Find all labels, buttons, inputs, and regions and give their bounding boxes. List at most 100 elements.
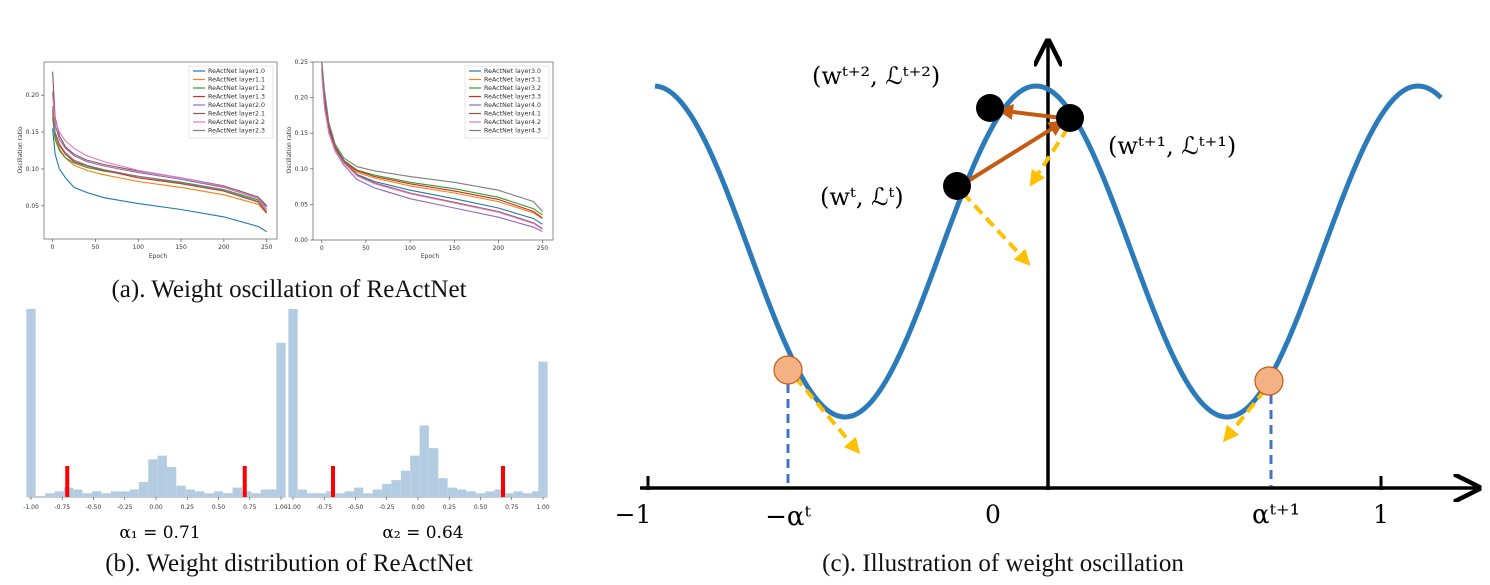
y-tick-label: 0.10 (295, 166, 309, 173)
oscillation-chart-left: 0 50 100 150 200 250 0.05 0.10 0.15 0.20 Epoch Os… (17, 61, 278, 260)
histogram-bar (204, 493, 214, 497)
step-arrow-t-to-t1 (966, 120, 1065, 183)
legend-label: ReActNet layer3.0 (484, 68, 541, 75)
histogram-bar (538, 361, 548, 497)
histogram-bar (532, 491, 542, 497)
legend-label: ReActNet layer4.1 (484, 111, 541, 118)
x-tick-label: 50 (92, 244, 100, 251)
histogram-bar (157, 455, 167, 497)
histogram-bar (503, 493, 514, 497)
histogram-bar (110, 491, 121, 497)
histogram-bar (447, 487, 458, 497)
series-line-4 (52, 91, 268, 208)
histogram-bar (176, 485, 186, 497)
histogram-bar (45, 493, 55, 497)
histogram-bar (485, 491, 495, 497)
histogram-bar (466, 491, 476, 497)
histogram-bar (288, 309, 298, 497)
histogram-bar (494, 489, 504, 497)
alpha1-label: α₁ = 0.71 (119, 523, 200, 543)
x-tick-label: 0.75 (243, 504, 257, 511)
x-tick-label: 0.00 (149, 504, 163, 511)
oscillation-chart-right: 0 50 100 150 200 2500.000.050.100.150.200.25 … (286, 59, 554, 260)
histogram-bar (101, 493, 111, 497)
threshold-marker (331, 466, 335, 497)
axis-ticks: 0 50 100 150 200 250 0.00 0.05 0.10 0.15 0.20 0.25 (295, 59, 549, 252)
legend-label: ReActNet layer3.3 (484, 94, 541, 101)
y-tick-label: 0.20 (295, 95, 309, 102)
x-tick-label: 100 (404, 245, 416, 252)
label-wt2: (wᵗ⁺², ℒᵗ⁺²) (812, 62, 940, 90)
histogram-bar (428, 448, 439, 497)
series-line-6 (321, 76, 543, 230)
series-line-0 (52, 128, 267, 233)
histogram-bar (344, 491, 354, 497)
axis-ticks: -1.00 -0.75 -0.50 -0.25 0.00 0.25 0.50 0.75 1.00 (23, 497, 288, 511)
x-tick-label: 0.25 (181, 504, 195, 511)
y-tick-label: 0.05 (295, 201, 309, 208)
x-tick-label: 1.00 (274, 504, 288, 511)
alpha2-label: α₂ = 0.64 (382, 523, 463, 543)
x-tick-label: -0.25 (379, 504, 395, 511)
x-axis-label: Epoch (149, 253, 168, 260)
x-tick-label: 50 (362, 245, 370, 252)
threshold-marker (65, 466, 70, 497)
x-tick-label: -1.00 (23, 504, 39, 511)
plot-frame (43, 61, 278, 240)
histogram-bar (276, 342, 286, 497)
x-tick-label: -0.75 (54, 504, 70, 511)
series-line-7 (52, 106, 268, 213)
legend-label: ReActNet layer2.0 (208, 102, 265, 109)
x-tick-label: -0.50 (86, 504, 102, 511)
histogram-bar (438, 478, 448, 497)
histogram-bar (54, 491, 64, 497)
label-wt: (wᵗ, ℒᵗ) (820, 183, 904, 211)
x-tick-label: 150 (448, 245, 460, 252)
legend-label: ReActNet layer2.2 (208, 119, 265, 126)
series-line-7 (321, 61, 543, 212)
histogram-bar (335, 493, 345, 497)
histogram-bar (73, 489, 83, 497)
histogram-bar (382, 483, 392, 497)
histogram-bar (260, 489, 271, 497)
legend-box (464, 65, 550, 139)
series-line-2 (52, 117, 268, 210)
y-tick-label: 0.10 (26, 166, 40, 173)
y-axis-label: Oscillation ratio (17, 126, 24, 173)
histogram-bar (213, 491, 224, 497)
legend-label: ReActNet layer1.3 (208, 94, 265, 101)
y-tick-label: 0.00 (295, 237, 309, 244)
x-tick-label: 200 (493, 245, 505, 252)
x-tick-label: 0.75 (505, 504, 519, 511)
histogram-bar (522, 493, 533, 497)
histogram-bars (288, 309, 548, 497)
axis-ticks: 0 50 100 150 200 250 0.05 0.10 0.15 0.20 (26, 92, 273, 251)
histogram-bar (400, 470, 411, 497)
y-tick-label: 0.15 (295, 130, 309, 137)
histogram-bar (223, 493, 233, 497)
legend-label: ReActNet layer4.0 (484, 102, 541, 109)
x-tick-label: 0 (51, 244, 55, 251)
x-tick-label: 150 (175, 244, 187, 251)
caption-c: (c). Illustration of weight oscillation (822, 550, 1184, 577)
legend-label: ReActNet layer1.1 (208, 77, 265, 84)
series-line-5 (321, 61, 543, 230)
histogram-bar (513, 491, 523, 497)
histogram-bar (166, 466, 177, 497)
threshold-marker (242, 466, 247, 497)
point-wt2 (976, 94, 1004, 122)
histogram-bar (129, 489, 139, 497)
x-tick-label: 200 (218, 244, 230, 251)
x-axis-label: Epoch (421, 253, 440, 260)
x-tick-label: 0.50 (212, 504, 226, 511)
histogram-bar (391, 480, 401, 497)
x-tick-label: 0.00 (411, 504, 425, 511)
x-tick-label: 0.25 (443, 504, 457, 511)
histogram-bar (297, 489, 308, 497)
step-arrow-t1-to-t2 (997, 104, 1063, 120)
caption-a: (a). Weight oscillation of ReActNet (111, 276, 466, 303)
axis-label-zero: 0 (985, 500, 1001, 529)
legend-label: ReActNet layer2.3 (208, 128, 265, 135)
loss-curve (654, 83, 1443, 420)
